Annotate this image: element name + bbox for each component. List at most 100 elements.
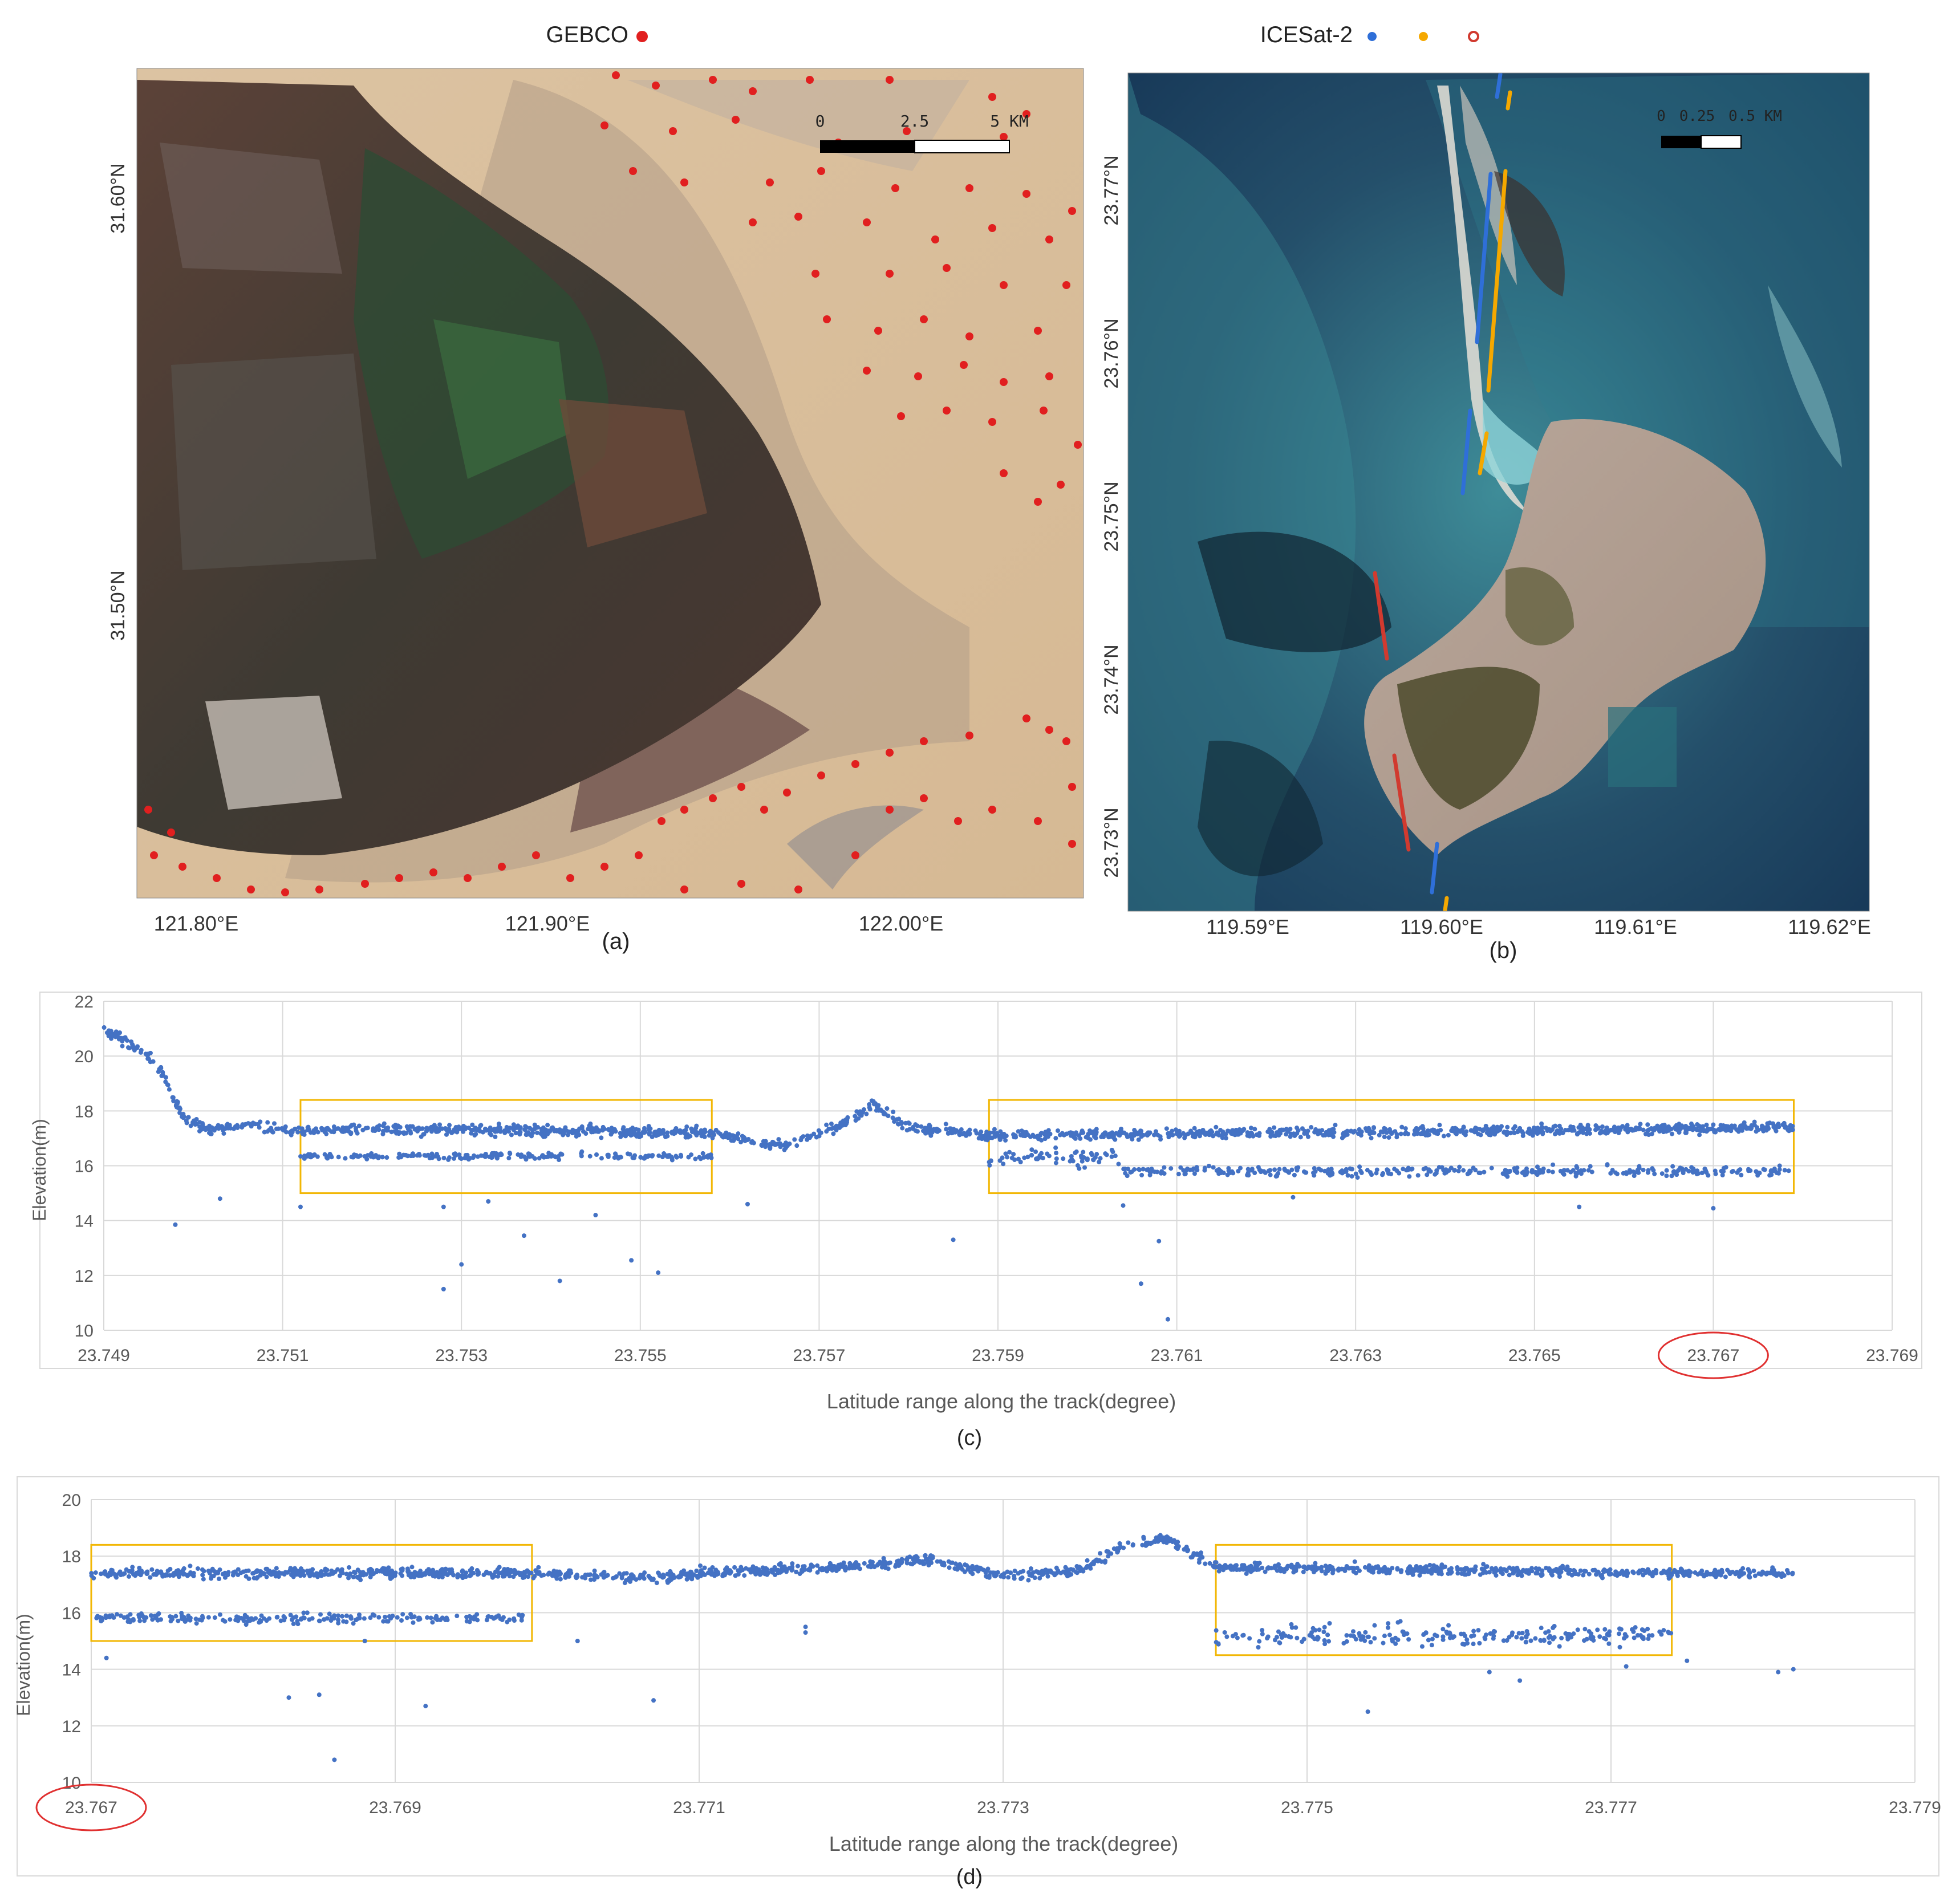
data-point: [915, 1559, 920, 1564]
data-point: [1483, 1632, 1488, 1638]
data-point: [761, 1139, 766, 1144]
data-point: [1669, 1173, 1674, 1179]
data-point: [173, 1614, 178, 1619]
data-point: [423, 1704, 428, 1709]
data-point: [663, 1134, 668, 1139]
lat-label-a-0: 31.60°N: [107, 163, 129, 233]
data-point: [738, 1565, 744, 1570]
data-point: [244, 1574, 249, 1579]
data-point: [471, 1570, 476, 1575]
data-point: [1208, 1129, 1214, 1134]
data-point: [1665, 1569, 1670, 1574]
data-point: [130, 1565, 135, 1570]
data-point: [1207, 1132, 1212, 1138]
data-point: [1449, 1570, 1454, 1575]
data-point: [1357, 1164, 1362, 1169]
data-point: [1257, 1639, 1262, 1644]
data-point: [1281, 1631, 1286, 1636]
y-tick-label: 12: [75, 1267, 94, 1286]
data-point: [1736, 1168, 1741, 1173]
data-point: [144, 1570, 149, 1575]
chart-c-caption: (c): [957, 1426, 982, 1450]
data-point: [411, 1620, 416, 1625]
data-point: [258, 1119, 263, 1124]
data-point: [441, 1286, 446, 1291]
data-point: [168, 1573, 173, 1578]
data-point: [854, 1109, 859, 1114]
data-point: [755, 1568, 760, 1573]
data-point: [1316, 1130, 1321, 1135]
data-point: [324, 1126, 329, 1131]
data-point: [1143, 1542, 1149, 1547]
data-point: [374, 1567, 379, 1573]
data-point: [1563, 1128, 1568, 1133]
data-point: [1309, 1564, 1314, 1569]
data-point: [306, 1153, 311, 1159]
data-point: [733, 1573, 738, 1578]
data-point: [1330, 1567, 1335, 1572]
data-point: [193, 1122, 198, 1127]
data-point: [332, 1613, 337, 1618]
data-point: [320, 1127, 325, 1132]
data-point: [486, 1199, 491, 1204]
data-point: [1385, 1167, 1390, 1172]
lon-label-b-0: 119.59°E: [1206, 915, 1289, 939]
data-point: [1577, 1169, 1582, 1175]
data-point: [1344, 1167, 1349, 1172]
x-tick-label: 23.759: [972, 1346, 1024, 1365]
data-point: [940, 1560, 945, 1565]
data-point: [1252, 1127, 1257, 1132]
data-point: [1309, 1630, 1314, 1635]
data-point: [628, 1579, 633, 1584]
data-point: [1192, 1171, 1197, 1176]
data-point: [1455, 1567, 1460, 1572]
data-point: [1274, 1635, 1279, 1640]
data-point: [1393, 1641, 1398, 1646]
data-point: [1139, 1134, 1144, 1139]
data-point: [553, 1155, 558, 1160]
data-point: [524, 1131, 529, 1136]
data-point: [1178, 1165, 1183, 1170]
data-point: [392, 1573, 397, 1578]
data-point: [236, 1567, 241, 1572]
data-point: [800, 1569, 805, 1574]
data-point: [979, 1136, 984, 1141]
data-point: [792, 1137, 797, 1142]
data-point: [866, 1564, 871, 1569]
lat-label-b-2: 23.75°N: [1101, 481, 1122, 551]
data-point: [1763, 1571, 1768, 1576]
data-point: [1746, 1167, 1751, 1172]
data-point: [1572, 1128, 1577, 1133]
data-point: [384, 1155, 389, 1160]
data-point: [1011, 1152, 1016, 1157]
data-point: [1345, 1128, 1350, 1134]
data-point: [1403, 1126, 1408, 1131]
data-point: [354, 1617, 359, 1622]
data-point: [1650, 1166, 1655, 1171]
data-point: [1766, 1126, 1771, 1131]
data-point: [307, 1617, 312, 1622]
data-point: [152, 1571, 157, 1577]
data-point: [1082, 1165, 1087, 1170]
data-point: [588, 1577, 593, 1582]
data-point: [1429, 1571, 1434, 1576]
data-point: [1268, 1168, 1273, 1173]
data-point: [1575, 1627, 1580, 1632]
scale-label-b-2: 0.5 KM: [1728, 108, 1782, 125]
data-point: [430, 1620, 435, 1625]
data-point: [1247, 1636, 1252, 1641]
data-point: [1124, 1132, 1129, 1137]
data-point: [630, 1155, 635, 1160]
data-point: [288, 1566, 293, 1571]
data-point: [1382, 1126, 1387, 1131]
data-point: [1388, 1130, 1393, 1135]
data-point: [1589, 1169, 1594, 1175]
data-point: [746, 1567, 752, 1572]
data-point: [966, 1565, 971, 1570]
data-point: [419, 1134, 424, 1139]
data-point: [1053, 1136, 1058, 1141]
data-point: [1701, 1124, 1706, 1129]
data-point: [352, 1570, 358, 1575]
data-point: [1641, 1636, 1646, 1642]
data-point: [1056, 1568, 1061, 1573]
